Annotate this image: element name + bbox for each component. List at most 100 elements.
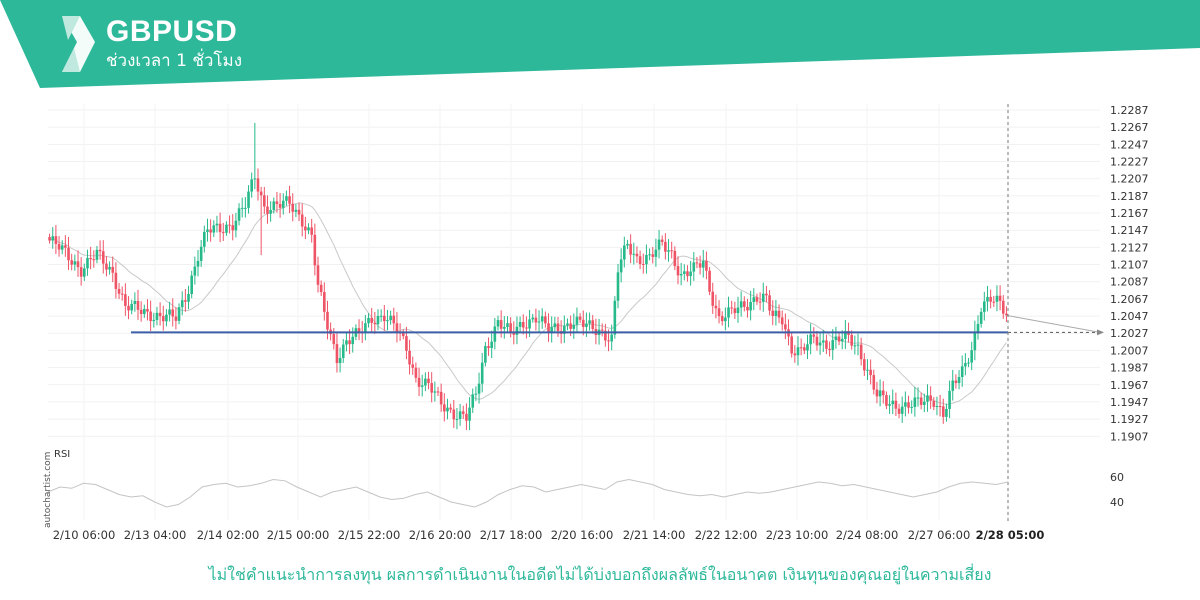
candle-body [449,407,452,410]
candle-body [632,253,636,255]
candle-body [48,237,51,241]
candle-body [818,342,822,346]
candle-body [177,307,181,321]
candle-body [869,369,872,376]
candle-body [348,340,351,345]
candle-body [272,201,276,211]
candle-body [247,191,250,208]
price-tick-label: 1.2007 [1110,344,1149,357]
candle-body [253,178,257,180]
candle-body [92,259,96,261]
candle-body [180,300,184,308]
price-tick-label: 1.2027 [1110,327,1149,340]
price-tick-label: 1.2147 [1110,224,1149,237]
candle-body [496,320,500,327]
candle-body [174,316,178,321]
price-tick-label: 1.2167 [1110,207,1149,220]
candle-body [834,336,838,341]
price-tick-label: 1.2227 [1110,156,1149,169]
candle-body [443,404,446,412]
candle-body [806,344,809,351]
candle-body [929,395,932,401]
candle-body [790,336,793,354]
candle-body [698,263,702,268]
candle-body [420,385,424,387]
candle-body [266,206,269,214]
time-tick-label: 2/21 14:00 [623,528,686,542]
candle-body [743,301,746,307]
candle-body [427,378,430,384]
candle-body [578,316,582,320]
candle-body [701,260,705,268]
candle-body [143,308,146,315]
candle-body [938,406,942,408]
disclaimer-text: ไม่ใช่คำแนะนำการลงทุน ผลการดำเนินงานในอด… [208,565,992,584]
candle-body [146,308,149,312]
candle-body [610,334,613,342]
candle-body [553,323,557,328]
candle-body [992,301,996,303]
candle-body [935,406,939,408]
time-tick-label: 2/15 22:00 [338,528,401,542]
candle-body [98,249,102,252]
candle-body [891,400,895,405]
candle-body [316,265,320,285]
candle-body [960,366,964,377]
candle-body [405,336,408,351]
price-tick-label: 1.1967 [1110,379,1149,392]
candle-body [424,378,427,386]
moving-average-line [49,202,1007,406]
candle-body [926,395,929,402]
candle-body [263,195,266,207]
candle-body [307,227,310,231]
candle-body [212,225,216,233]
candle-body [768,295,771,311]
candle-body [76,261,80,268]
candle-body [269,210,272,214]
candle-body [250,179,253,192]
candle-body [155,312,159,320]
candle-body [433,391,437,393]
autochartist-logo-icon [62,16,95,72]
candle-body [995,295,999,302]
candle-body [161,316,165,322]
candle-body [600,329,604,331]
candle-body [875,389,879,397]
candle-body [916,397,920,399]
candle-body [60,245,64,250]
candle-body [367,317,370,324]
candle-body [976,323,980,332]
candle-body [670,250,673,252]
candle-body [111,266,115,273]
time-axis: 2/10 06:00 2/13 04:00 2/14 02:00 2/15 00:00… [53,528,1045,542]
price-tick-label: 1.1947 [1110,396,1149,409]
candle-body [894,400,898,409]
candle-body [711,291,715,306]
candle-body [840,338,844,342]
candle-body [124,294,127,306]
candle-body [885,395,888,406]
candle-body [203,231,206,247]
candle-body [679,274,683,276]
candle-body [259,191,263,196]
support-line-layer [131,104,1104,524]
projection-arrowhead [1097,329,1104,336]
candle-body [645,255,648,265]
candle-body [676,266,680,276]
candle-body [117,288,121,294]
candle-body [417,377,421,387]
candle-body [152,319,156,322]
candle-body [313,234,317,266]
candle-body [1001,300,1005,314]
candle-body [803,347,806,351]
candle-body [51,236,55,241]
candle-body [964,363,967,367]
time-tick-label: 2/24 08:00 [836,528,899,542]
rsi-line [47,478,1009,508]
candle-body [518,321,522,327]
price-axis: 1.2287 1.2267 1.2247 1.2227 1.2207 1.2187 1.21… [1110,104,1149,443]
forecast-line [1006,314,1101,333]
candle-body [304,226,307,231]
candle-body [626,243,629,246]
